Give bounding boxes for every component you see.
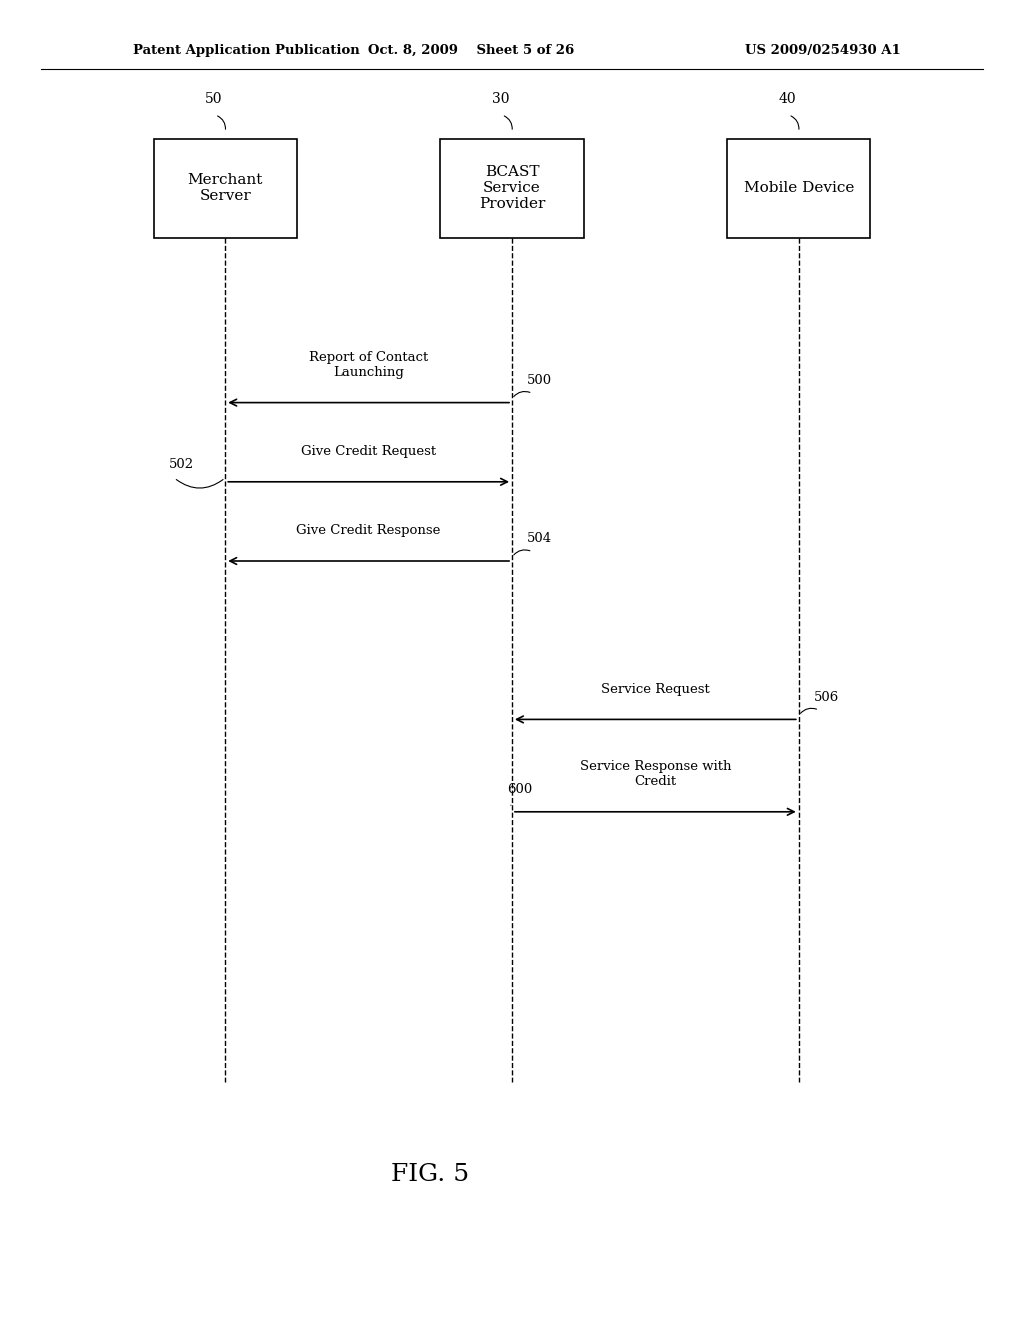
Text: Merchant
Server: Merchant Server — [187, 173, 263, 203]
Text: 504: 504 — [527, 532, 553, 545]
Text: Mobile Device: Mobile Device — [743, 181, 854, 195]
Text: Give Credit Request: Give Credit Request — [301, 445, 436, 458]
Text: Patent Application Publication: Patent Application Publication — [133, 44, 359, 57]
Text: 30: 30 — [492, 91, 509, 106]
Text: 500: 500 — [527, 374, 553, 387]
Text: Service Response with
Credit: Service Response with Credit — [580, 760, 731, 788]
Text: Report of Contact
Launching: Report of Contact Launching — [309, 351, 428, 379]
Text: 40: 40 — [778, 91, 796, 106]
Text: Give Credit Response: Give Credit Response — [297, 524, 440, 537]
Text: 502: 502 — [169, 458, 195, 471]
Text: 600: 600 — [507, 783, 532, 796]
FancyBboxPatch shape — [440, 139, 584, 238]
Text: Service Request: Service Request — [601, 682, 710, 696]
Text: 506: 506 — [814, 690, 840, 704]
Text: 50: 50 — [205, 91, 222, 106]
FancyBboxPatch shape — [727, 139, 870, 238]
Text: Oct. 8, 2009    Sheet 5 of 26: Oct. 8, 2009 Sheet 5 of 26 — [368, 44, 574, 57]
Text: BCAST
Service
Provider: BCAST Service Provider — [479, 165, 545, 211]
Text: FIG. 5: FIG. 5 — [391, 1163, 469, 1187]
FancyBboxPatch shape — [154, 139, 297, 238]
Text: US 2009/0254930 A1: US 2009/0254930 A1 — [745, 44, 901, 57]
